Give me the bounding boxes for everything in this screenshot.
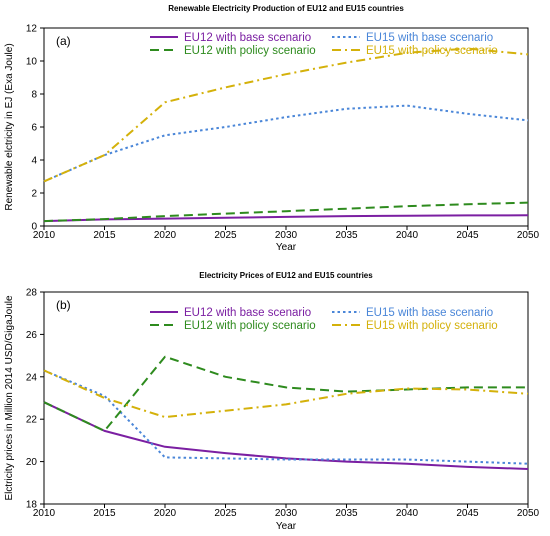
chart-a-x-axis-label: Year <box>276 242 297 253</box>
chart-b-x-axis-label: Year <box>276 521 297 532</box>
chart-b-legend-label-2: EU15 with base scenario <box>366 307 493 319</box>
chart-a-series-line-1 <box>43 214 529 223</box>
chart-b-y-tick-label: 26 <box>26 330 38 341</box>
chart-b-legend-label-4: EU15 with policy scenario <box>366 320 498 332</box>
chart-b-y-tick-label: 24 <box>26 372 38 383</box>
chart-b: Electricity Prices of EU12 and EU15 coun… <box>4 271 540 532</box>
chart-b-legend-label-1: EU12 with base scenario <box>184 307 311 319</box>
chart-a-x-tick-label: 2010 <box>33 230 56 241</box>
chart-a-x-tick-label: 2035 <box>335 230 358 241</box>
chart-a-series-line-3 <box>43 201 529 223</box>
chart-b-y-tick-label: 20 <box>26 457 38 468</box>
chart-b-x-tick-label: 2025 <box>214 508 237 519</box>
chart-a-legend-label-4: EU15 with policy scenario <box>366 45 498 57</box>
chart-b-series-line-2 <box>43 369 529 465</box>
chart-a-x-tick-label: 2030 <box>275 230 298 241</box>
chart-a-x-tick-label: 2025 <box>214 230 237 241</box>
chart-a-y-tick-label: 8 <box>31 90 37 101</box>
chart-a-legend-label-3: EU12 with policy scenario <box>184 45 316 57</box>
chart-a-x-tick-label: 2020 <box>154 230 177 241</box>
chart-a-y-axis-label: Renewable elctricity in EJ (Exa Joule) <box>4 43 15 210</box>
chart-a-x-tick-label: 2045 <box>456 230 479 241</box>
chart-a-x-tick-label: 2050 <box>517 230 540 241</box>
chart-a-title: Renewable Electricity Production of EU12… <box>168 4 404 13</box>
chart-a-plot-frame <box>43 27 529 227</box>
chart-a-panel-label: (a) <box>56 34 71 48</box>
chart-b-y-tick-label: 18 <box>26 500 38 511</box>
chart-b-title: Electricity Prices of EU12 and EU15 coun… <box>199 271 373 280</box>
chart-b-legend-label-3: EU12 with policy scenario <box>184 320 316 332</box>
chart-a-x-tick-label: 2015 <box>93 230 116 241</box>
chart-b-y-axis-label: Elctricity prices in Million 2014 USD/Gi… <box>4 295 15 501</box>
chart-a-x-tick-label: 2040 <box>396 230 419 241</box>
chart-b-panel-label: (b) <box>56 298 71 312</box>
chart-b-x-tick-label: 2010 <box>33 508 56 519</box>
chart-b-series-line-1 <box>43 401 529 470</box>
chart-b-x-tick-label: 2035 <box>335 508 358 519</box>
chart-b-x-tick-label: 2045 <box>456 508 479 519</box>
chart-a-y-tick-label: 2 <box>31 189 37 200</box>
chart-a-legend-label-1: EU12 with base scenario <box>184 32 311 44</box>
chart-a: Renewable Electricity Production of EU12… <box>4 4 540 253</box>
chart-b-x-tick-label: 2040 <box>396 508 419 519</box>
chart-a-y-tick-label: 6 <box>31 123 37 134</box>
chart-b-y-tick-label: 28 <box>26 288 38 299</box>
chart-b-series-line-4 <box>43 369 529 419</box>
chart-a-series-line-4 <box>43 47 529 183</box>
chart-b-x-tick-label: 2020 <box>154 508 177 519</box>
chart-a-legend-label-2: EU15 with base scenario <box>366 32 493 44</box>
chart-a-series-line-2 <box>43 104 529 183</box>
chart-b-series-line-3 <box>43 355 528 432</box>
chart-b-x-tick-label: 2015 <box>93 508 116 519</box>
chart-a-y-tick-label: 4 <box>31 156 37 167</box>
chart-a-y-tick-label: 0 <box>31 222 37 233</box>
chart-a-y-tick-label: 12 <box>26 24 38 35</box>
chart-b-x-tick-label: 2030 <box>275 508 298 519</box>
chart-b-x-tick-label: 2050 <box>517 508 540 519</box>
chart-b-y-tick-label: 22 <box>26 415 38 426</box>
chart-a-y-tick-label: 10 <box>26 57 38 68</box>
